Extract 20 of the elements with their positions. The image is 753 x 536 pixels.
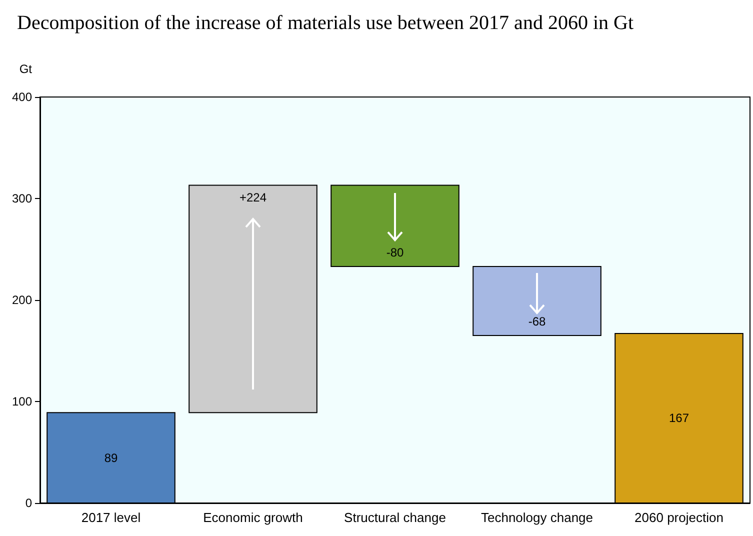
bar xyxy=(188,184,318,414)
y-tick-label: 400 xyxy=(12,90,32,104)
x-tick-label: 2017 level xyxy=(81,510,141,525)
data-label: 89 xyxy=(104,450,118,465)
x-tick-label: 2060 projection xyxy=(634,510,724,525)
x-tick-label: Structural change xyxy=(344,510,446,525)
bar xyxy=(472,266,602,336)
y-tick-label: 0 xyxy=(25,496,32,510)
y-tick-label: 300 xyxy=(12,192,32,206)
x-tick-label: Technology change xyxy=(480,510,594,525)
data-label: -68 xyxy=(528,314,546,329)
y-tick-label: 200 xyxy=(12,293,32,307)
x-tick-label: Economic growth xyxy=(203,510,303,525)
data-label: +224 xyxy=(239,190,267,204)
chart-title: Decomposition of the increase of materials use between 2017 and 2060 in Gt xyxy=(17,12,634,34)
y-tick-label: 100 xyxy=(12,394,32,408)
data-label: 167 xyxy=(668,411,690,426)
data-label: -80 xyxy=(386,246,404,260)
bar xyxy=(330,184,460,268)
y-axis-title: Gt xyxy=(19,62,33,76)
